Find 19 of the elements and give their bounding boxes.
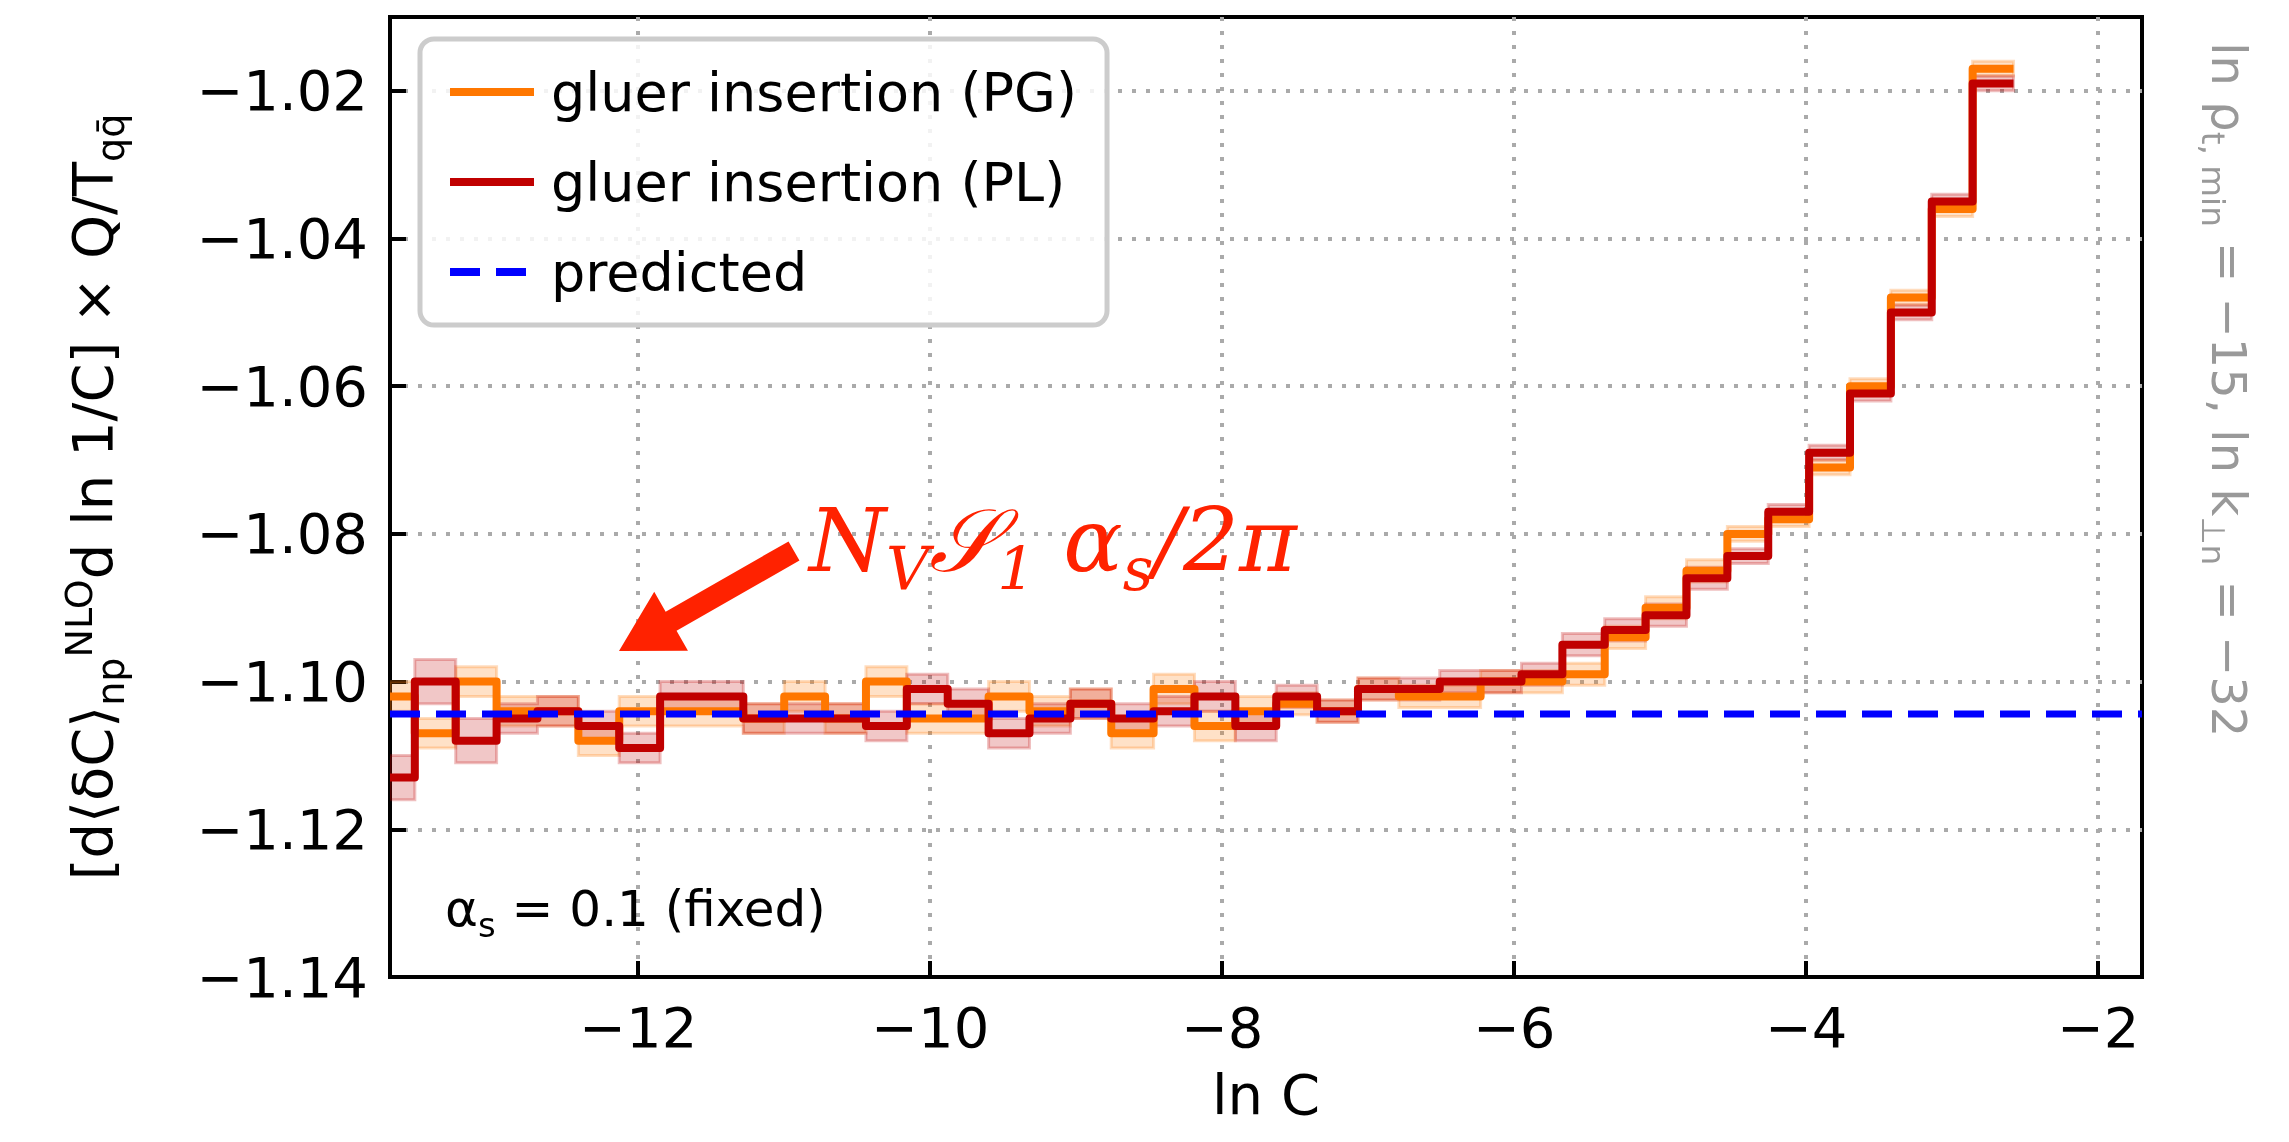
- x-tick-label: −2: [2056, 994, 2140, 1060]
- y-tick-label: −1.08: [196, 501, 368, 567]
- annotation: N$_{V}$𝒮$_{1}$ α$_{s}$/2π: [809, 488, 1297, 604]
- y-tick-label: −1.12: [196, 796, 368, 862]
- legend-label: gluer insertion (PG): [551, 60, 1078, 124]
- x-tick-label: −6: [1472, 994, 1556, 1060]
- x-tick-label: −12: [579, 994, 698, 1060]
- x-axis-title: ln C: [1212, 1062, 1320, 1127]
- y-tick-label: −1.10: [196, 649, 368, 715]
- y-tick-label: −1.02: [196, 58, 368, 124]
- y-tick-label: −1.06: [196, 353, 368, 419]
- legend-label: gluer insertion (PL): [551, 150, 1066, 214]
- x-tick-label: −10: [871, 994, 990, 1060]
- y-tick-label: −1.14: [196, 944, 368, 1010]
- annotation: α$_{s}$ = 0.1 (fixed): [445, 880, 826, 945]
- legend-label: predicted: [551, 240, 808, 304]
- x-tick-label: −8: [1180, 994, 1264, 1060]
- y-tick-label: −1.04: [196, 206, 368, 272]
- x-tick-label: −4: [1764, 994, 1848, 1060]
